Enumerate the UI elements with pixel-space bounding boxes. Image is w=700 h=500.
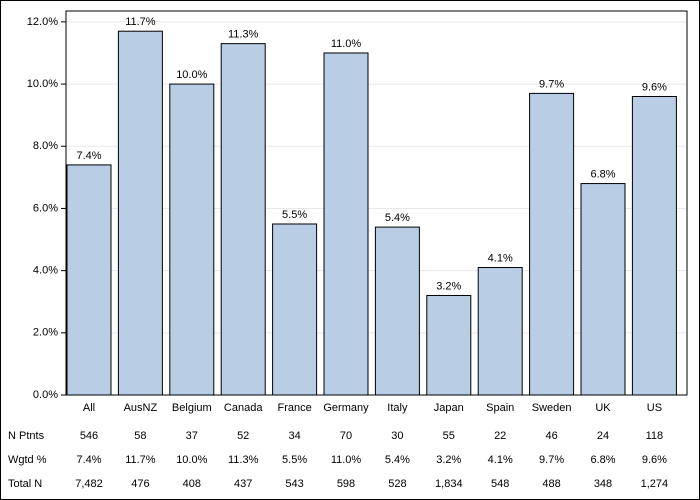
x-tick-label: AusNZ	[124, 402, 158, 414]
table-cell: 3.2%	[436, 454, 461, 466]
x-tick-label: Sweden	[532, 402, 572, 414]
table-cell: 9.6%	[642, 454, 667, 466]
x-tick-label: Canada	[224, 402, 263, 414]
table-cell: 24	[597, 430, 609, 442]
y-tick-label: 10.0%	[27, 78, 58, 90]
table-cell: 548	[491, 478, 509, 490]
bar	[169, 83, 215, 396]
y-tick-label: 0.0%	[33, 389, 58, 401]
table-cell: 543	[285, 478, 303, 490]
table-cell: 476	[131, 478, 149, 490]
value-label: 5.4%	[385, 212, 410, 224]
table-cell: 52	[237, 430, 249, 442]
table-cell: 58	[134, 430, 146, 442]
bar	[117, 30, 163, 396]
x-tick-label: Spain	[486, 402, 514, 414]
y-tick-label: 6.0%	[33, 202, 58, 214]
table-cell: 408	[183, 478, 201, 490]
table-cell: 4.1%	[488, 454, 513, 466]
value-label: 11.3%	[228, 29, 259, 41]
bar	[66, 164, 112, 396]
table-cell: 1,834	[435, 478, 463, 490]
value-label: 11.7%	[125, 16, 156, 28]
bar	[529, 92, 575, 396]
table-cell: 37	[186, 430, 198, 442]
table-cell: 46	[545, 430, 557, 442]
table-cell: 488	[542, 478, 560, 490]
x-tick-label: Japan	[434, 402, 464, 414]
table-cell: 5.5%	[282, 454, 307, 466]
x-tick-label: US	[647, 402, 662, 414]
table-cell: 11.7%	[125, 454, 156, 466]
table-row-label: N Ptnts	[8, 430, 45, 442]
x-tick-label: Germany	[323, 402, 369, 414]
bar	[272, 223, 318, 396]
table-cell: 22	[494, 430, 506, 442]
table-row-label: Wgtd %	[8, 454, 47, 466]
value-label: 9.7%	[539, 78, 564, 90]
x-tick-label: UK	[595, 402, 611, 414]
x-tick-label: All	[83, 402, 95, 414]
table-cell: 598	[337, 478, 355, 490]
x-tick-label: Italy	[387, 402, 408, 414]
value-label: 6.8%	[590, 168, 615, 180]
table-cell: 1,274	[641, 478, 669, 490]
table-cell: 10.0%	[176, 454, 207, 466]
y-tick-label: 8.0%	[33, 140, 58, 152]
y-tick-label: 4.0%	[33, 265, 58, 277]
value-label: 9.6%	[642, 81, 667, 93]
table-cell: 11.3%	[228, 454, 259, 466]
value-label: 5.5%	[282, 209, 307, 221]
bar	[374, 226, 420, 396]
value-label: 7.4%	[76, 150, 101, 162]
table-cell: 5.4%	[385, 454, 410, 466]
table-cell: 437	[234, 478, 252, 490]
table-cell: 11.0%	[331, 454, 362, 466]
table-cell: 528	[388, 478, 406, 490]
table-cell: 7,482	[75, 478, 103, 490]
value-label: 11.0%	[331, 38, 362, 50]
bar	[631, 96, 677, 396]
table-cell: 348	[594, 478, 612, 490]
bar	[220, 43, 266, 396]
x-tick-label: Belgium	[172, 402, 212, 414]
table-cell: 70	[340, 430, 352, 442]
table-cell: 7.4%	[76, 454, 101, 466]
value-label: 3.2%	[436, 280, 461, 292]
value-label: 10.0%	[176, 69, 207, 81]
table-cell: 55	[443, 430, 455, 442]
table-cell: 546	[80, 430, 98, 442]
bar	[426, 295, 472, 396]
x-tick-label: France	[277, 402, 311, 414]
table-cell: 6.8%	[590, 454, 615, 466]
bar	[477, 267, 523, 396]
table-cell: 34	[288, 430, 300, 442]
table-cell: 118	[646, 430, 664, 442]
bar	[580, 183, 626, 396]
y-tick-label: 12.0%	[27, 16, 58, 28]
table-row-label: Total N	[8, 478, 42, 490]
table-cell: 30	[391, 430, 403, 442]
value-label: 4.1%	[488, 252, 513, 264]
table-cell: 9.7%	[539, 454, 564, 466]
y-tick-label: 2.0%	[33, 327, 58, 339]
bar	[323, 52, 369, 396]
